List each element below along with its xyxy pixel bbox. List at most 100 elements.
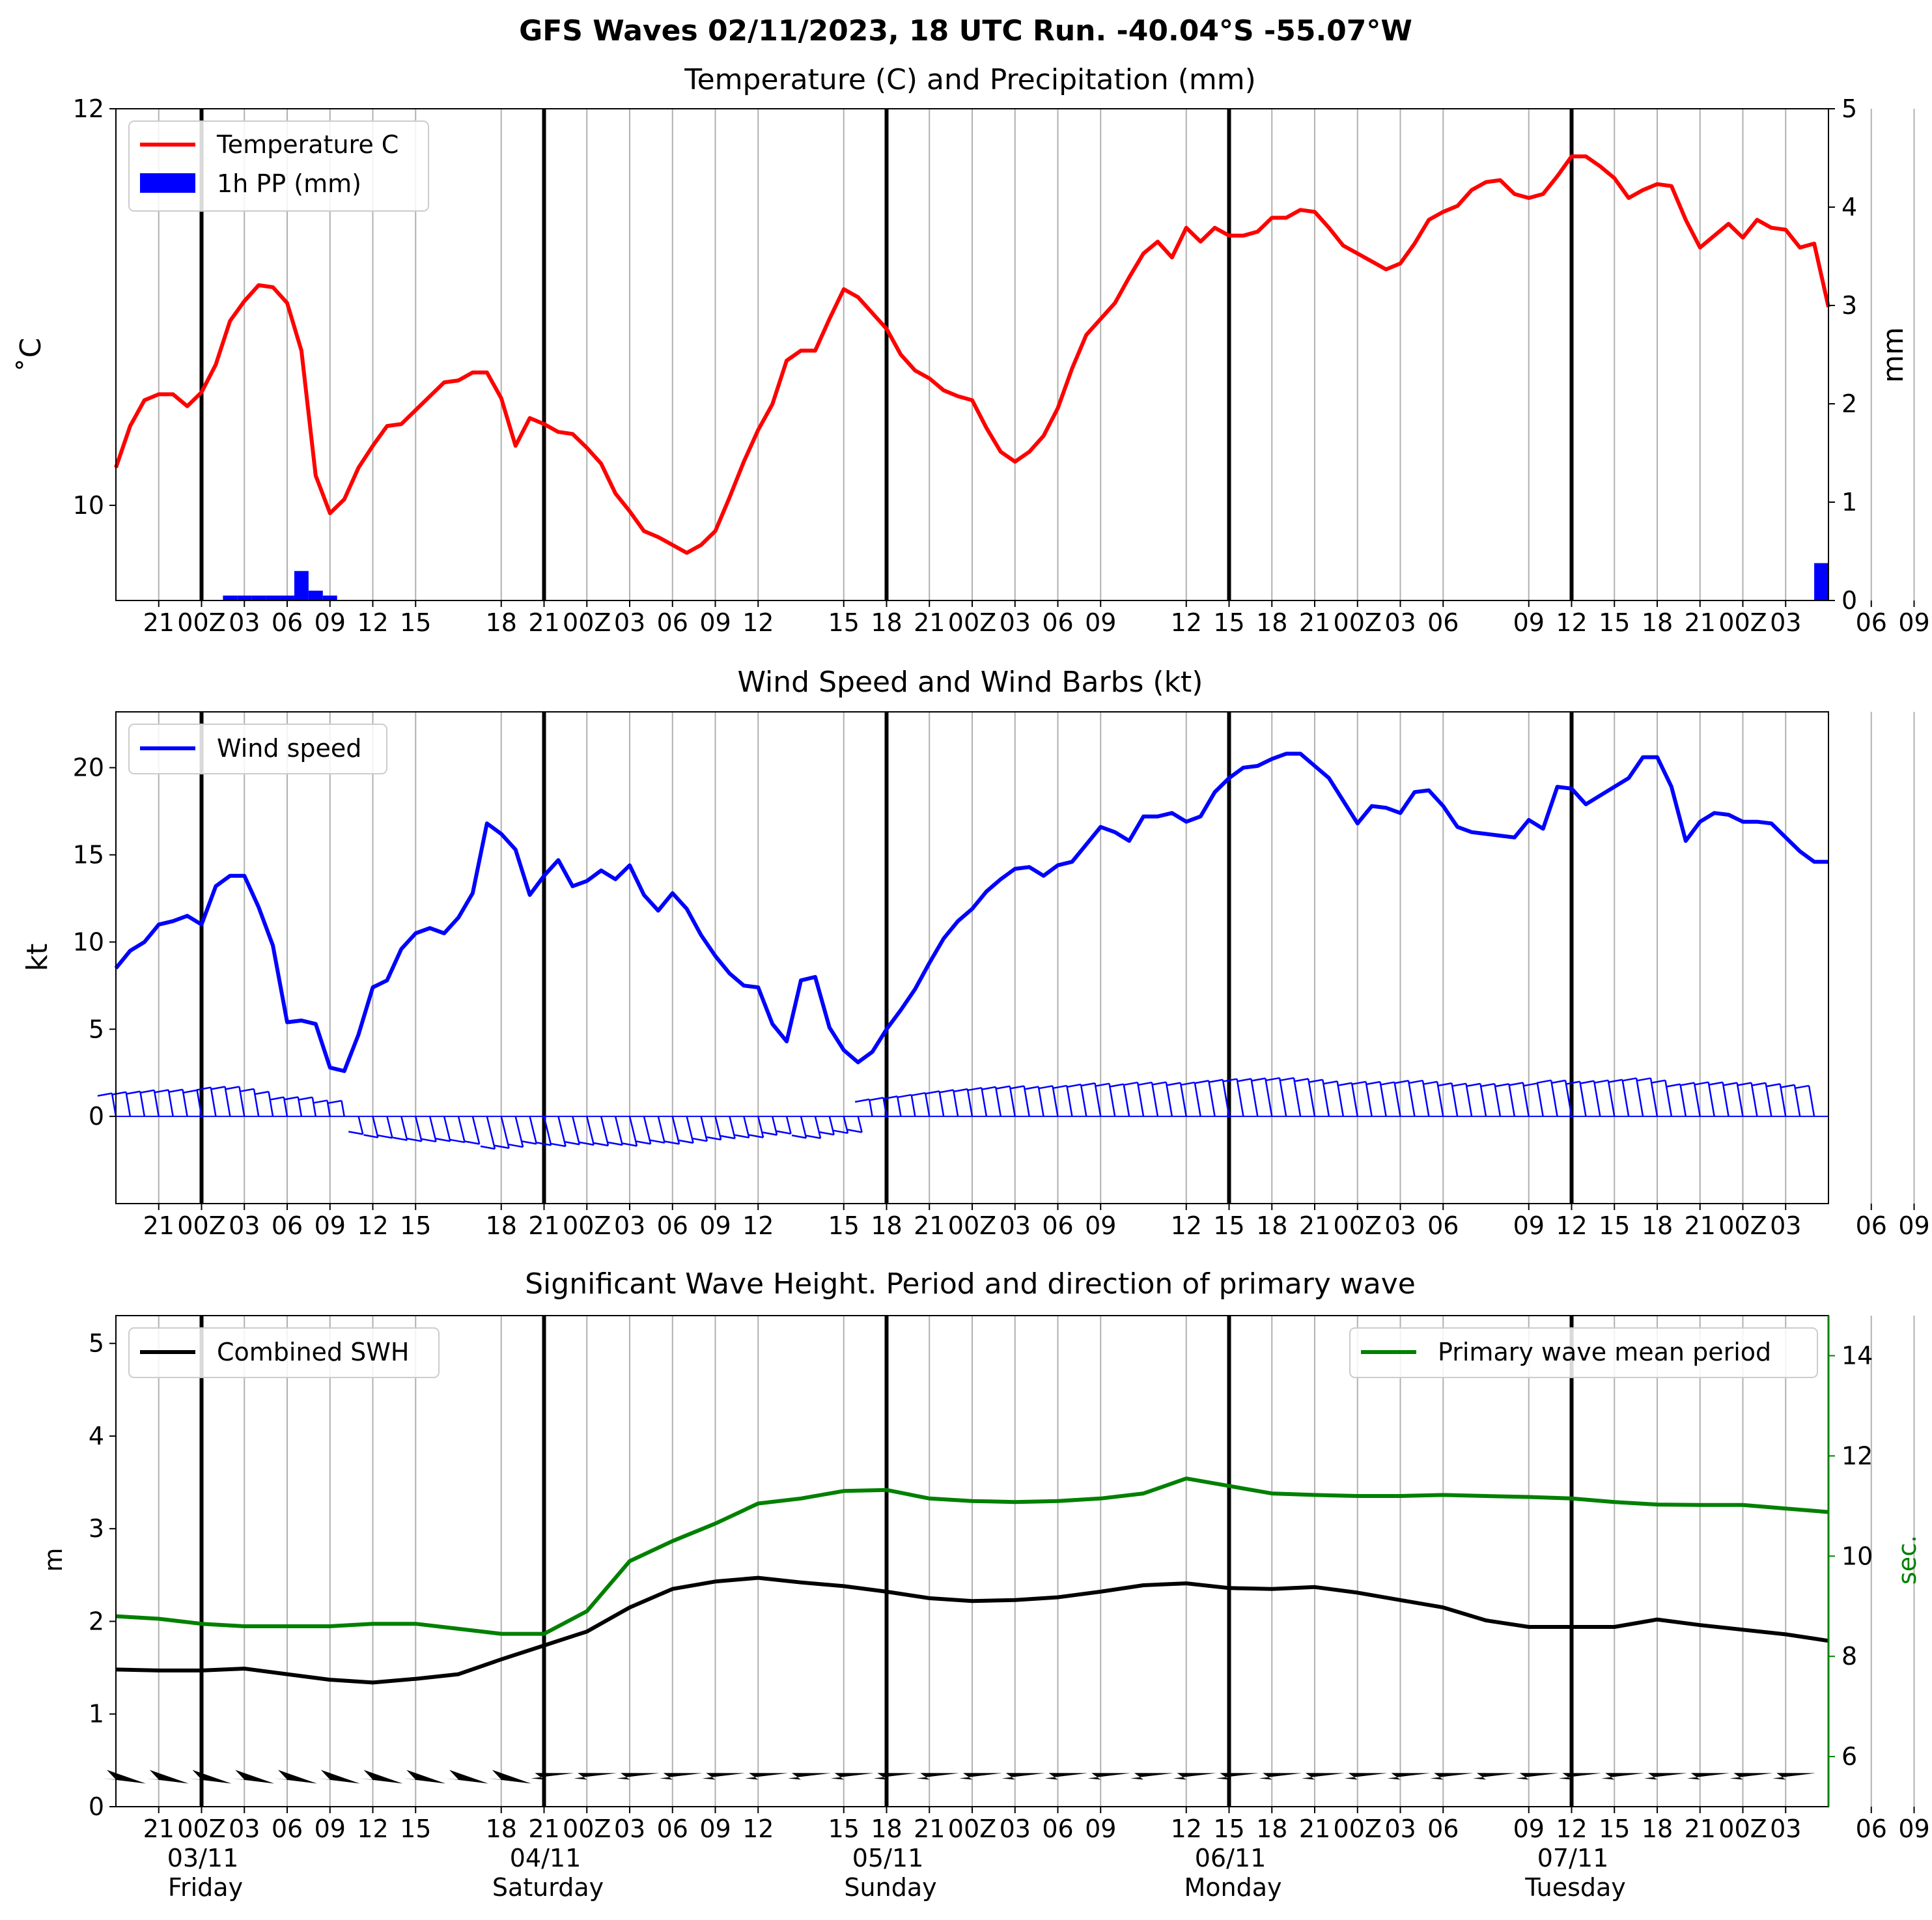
wind-barb <box>896 1096 902 1117</box>
wind-barb <box>1037 1086 1044 1117</box>
x-tick-label: 12 <box>1556 608 1587 637</box>
wind-barb <box>1194 1082 1201 1117</box>
x-tick-label: 09 <box>315 1211 346 1240</box>
x-tick-label: 06 <box>657 1211 688 1240</box>
wind-barb <box>268 1091 274 1117</box>
wind-barb <box>1322 1079 1330 1117</box>
x-tick-label: 06 <box>657 1814 688 1843</box>
x-tick-label: 03 <box>1000 1814 1031 1843</box>
wind-barb <box>486 1116 496 1150</box>
wind-barb <box>729 1116 736 1139</box>
y-tick-label: 5 <box>89 1015 104 1043</box>
x-tick-label: 12 <box>357 1211 388 1240</box>
wind-barb-flag <box>1208 1079 1224 1083</box>
wind-barb <box>1278 1077 1287 1117</box>
wind-barb <box>1536 1083 1544 1117</box>
y-axis-label: kt <box>21 944 54 972</box>
legend-box <box>1349 1327 1818 1378</box>
x-tick-label: 12 <box>357 608 388 637</box>
x-tick-label: 03 <box>1770 1814 1801 1843</box>
wind-barb-flag <box>522 1140 537 1145</box>
wind-barb-flag <box>363 1134 378 1138</box>
wind-barb-flag <box>1550 1079 1566 1084</box>
wind-barb-flag <box>327 1099 342 1105</box>
wave-direction-arrow <box>1772 1773 1816 1780</box>
wind-barb <box>357 1116 364 1135</box>
wave-direction-arrow <box>316 1770 360 1784</box>
y-tick-label: 10 <box>73 927 104 956</box>
wind-barb-flag <box>97 1092 113 1097</box>
wind-barb <box>700 1116 708 1142</box>
wind-barb-flag <box>1024 1086 1039 1090</box>
wind-barb <box>1293 1077 1302 1117</box>
wind-barb-flag <box>1494 1083 1509 1088</box>
wind-barb <box>743 1116 750 1138</box>
x-tick-label: 00Z <box>563 608 611 637</box>
wind-barb-flag <box>1722 1082 1737 1086</box>
y-right-tick-label: 5 <box>1841 94 1857 123</box>
wind-barb-flag <box>254 1090 269 1095</box>
wind-barb <box>966 1088 973 1117</box>
wave-direction-arrow <box>659 1773 703 1780</box>
wind-barb <box>657 1116 665 1143</box>
wind-barb-flag <box>819 1131 834 1136</box>
wind-barb-flag <box>1109 1083 1124 1088</box>
y-right-tick-label: 6 <box>1841 1742 1857 1771</box>
x-tick-label: 21 <box>1685 608 1716 637</box>
wind-speed-line <box>114 752 1828 1073</box>
x-tick-label: 15 <box>1213 608 1244 637</box>
wind-barb <box>1123 1084 1130 1117</box>
wind-barb-flag <box>805 1135 821 1139</box>
wind-barb <box>1736 1082 1744 1117</box>
x-tick-label: 03 <box>1384 1211 1416 1240</box>
y-right-tick-label: 14 <box>1841 1342 1873 1370</box>
wind-barb-flag <box>1794 1084 1810 1090</box>
wind-barb <box>1465 1083 1473 1117</box>
wind-barb <box>1379 1081 1387 1117</box>
wind-barb-flag <box>608 1141 623 1146</box>
wind-barb <box>952 1090 959 1117</box>
wind-barb <box>1165 1082 1173 1117</box>
wind-barb-flag <box>269 1096 285 1101</box>
wind-barb <box>1679 1084 1687 1117</box>
y-right-axis-label: mm <box>1877 327 1910 383</box>
wind-barb-flag <box>1666 1083 1681 1088</box>
x-tick-label: 00Z <box>948 1211 996 1240</box>
wind-barb <box>1436 1081 1444 1117</box>
wind-barb <box>543 1116 552 1146</box>
wind-barb <box>1649 1078 1659 1117</box>
wind-barb-flag <box>679 1139 693 1144</box>
x-tick-label: 18 <box>1256 608 1287 637</box>
wind-barb-flag <box>1579 1080 1595 1084</box>
day-label: Sunday <box>844 1873 936 1902</box>
x-tick-label: 03 <box>229 1814 260 1843</box>
wind-barb-flag <box>720 1135 735 1140</box>
wave-direction-arrow <box>1302 1773 1345 1780</box>
x-tick-label: 21 <box>914 1814 945 1843</box>
wind-barb <box>1793 1084 1801 1117</box>
period-line <box>115 1476 1829 1636</box>
wave-direction-arrow <box>1216 1773 1259 1780</box>
wind-barb-flag <box>833 1129 848 1135</box>
figure-title: GFS Waves 02/11/2023, 18 UTC Run. -40.04… <box>519 14 1412 48</box>
wind-barb-flag <box>551 1142 566 1148</box>
wind-barb <box>111 1093 117 1117</box>
wind-barb <box>1693 1082 1701 1117</box>
wind-barb <box>814 1116 822 1138</box>
wave-direction-arrow <box>1387 1773 1431 1780</box>
x-tick-label: 18 <box>1642 1211 1673 1240</box>
date-label: 05/11 <box>852 1844 924 1872</box>
wave-direction-arrow <box>1173 1773 1216 1780</box>
wind-barb <box>1479 1083 1487 1117</box>
legend-box <box>128 1327 440 1378</box>
wave-direction-arrow <box>359 1770 403 1784</box>
x-tick-label: 21 <box>528 1814 559 1843</box>
x-tick-label: 00Z <box>1334 608 1382 637</box>
x-tick-label: 09 <box>1898 1814 1929 1843</box>
x-tick-label: 21 <box>1685 1211 1716 1240</box>
wind-barb <box>182 1089 188 1117</box>
wind-barb-flag <box>111 1091 126 1095</box>
y-tick-label: 10 <box>73 491 104 520</box>
